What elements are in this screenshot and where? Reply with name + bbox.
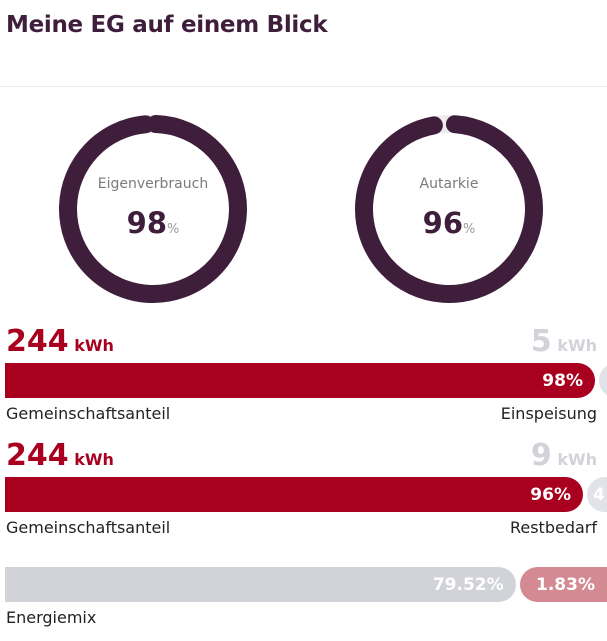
- bar-fill: 96%: [5, 477, 583, 512]
- bar-caption-left: Gemeinschaftsanteil: [6, 518, 171, 537]
- remaining-demand-amount: 9 kWh: [531, 438, 597, 473]
- amount-unit: kWh: [74, 450, 114, 469]
- community-share-bar: 96% 4: [5, 477, 607, 512]
- gauge-label: Eigenverbrauch: [97, 176, 209, 192]
- bar-caption-right: Restbedarf: [509, 518, 597, 537]
- gauge-value-number: 98: [126, 206, 167, 240]
- gauge-arc: [355, 114, 543, 303]
- amount-number: 5: [530, 324, 552, 359]
- page-title: Meine EG auf einem Blick: [6, 12, 328, 38]
- community-share-amount: 244 kWh: [6, 438, 114, 473]
- gauge-value: 96%: [354, 206, 544, 240]
- bar-caption-right: Einspeisung: [500, 404, 597, 423]
- gauge-autarkie: Autarkie 96%: [354, 114, 544, 304]
- gauge-eigenverbrauch: Eigenverbrauch 98%: [58, 114, 248, 304]
- gauge-ring: [355, 114, 543, 303]
- energy-mix-bar: 79.52% 1.83%: [5, 567, 607, 602]
- bar-remainder: [599, 363, 607, 398]
- amount-unit: kWh: [74, 336, 114, 355]
- bar-fill: 98%: [5, 363, 595, 398]
- gauge-label: Autarkie: [419, 176, 479, 192]
- gauge-value-unit: %: [463, 222, 476, 237]
- energy-mix-segment: 79.52%: [5, 567, 516, 602]
- amount-unit: kWh: [557, 336, 597, 355]
- header-divider: [0, 86, 607, 87]
- gauge-arc: [59, 115, 247, 303]
- gauge-value-number: 96: [422, 206, 463, 240]
- energy-mix-caption: Energiemix: [6, 608, 97, 627]
- amount-number: 244: [6, 438, 69, 473]
- community-share-amount: 244 kWh: [6, 324, 114, 359]
- gauge-value-unit: %: [167, 222, 180, 237]
- bar-caption-left: Gemeinschaftsanteil: [6, 404, 171, 423]
- energy-mix-segment: 1.83%: [519, 567, 607, 602]
- amount-number: 9: [530, 438, 552, 473]
- bar-remainder: 4: [587, 477, 607, 512]
- amount-unit: kWh: [557, 450, 597, 469]
- amount-number: 244: [6, 324, 69, 359]
- gauge-ring: [59, 115, 247, 303]
- community-share-bar: 98%: [5, 363, 607, 398]
- feed-in-amount: 5 kWh: [531, 324, 597, 359]
- gauge-value: 98%: [58, 206, 248, 240]
